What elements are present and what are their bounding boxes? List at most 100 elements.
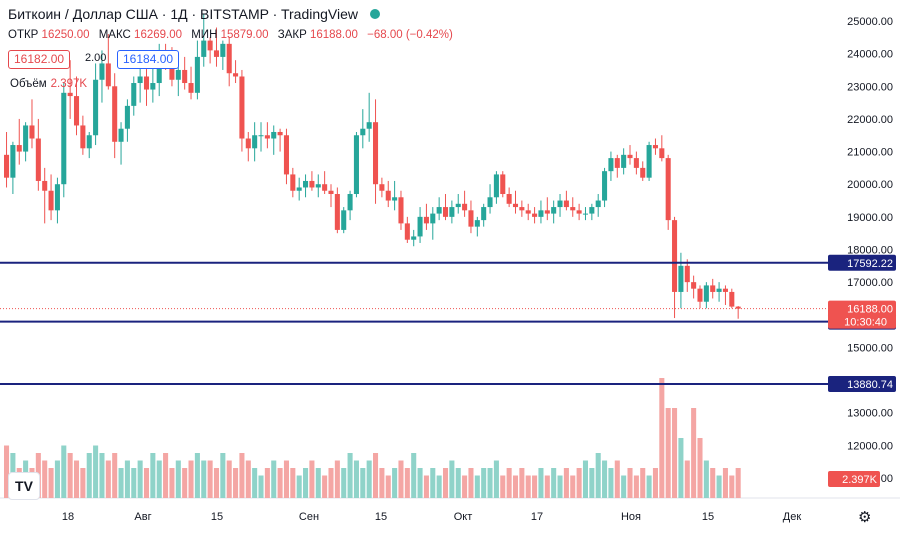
ohlc-legend: ОТКР 16250.00 МАКС 16269.00 МИН 15879.00… bbox=[8, 29, 459, 41]
volume-legend: Объём 2.397K bbox=[10, 78, 87, 90]
volume-bar bbox=[652, 468, 658, 498]
volume-bar bbox=[163, 453, 169, 498]
candle-body bbox=[716, 288, 722, 292]
candle-body bbox=[722, 288, 728, 292]
volume-bar bbox=[392, 468, 398, 498]
volume-bar bbox=[455, 468, 461, 498]
volume-bar bbox=[493, 460, 499, 498]
volume-bar bbox=[697, 438, 703, 498]
volume-value: 2.397K bbox=[50, 78, 88, 90]
candle-body bbox=[150, 83, 156, 90]
candle-body bbox=[175, 69, 181, 80]
candle-body bbox=[105, 63, 111, 87]
volume-bar bbox=[360, 468, 366, 498]
volume-bar bbox=[481, 468, 487, 498]
candle-body bbox=[315, 184, 321, 188]
volume-bar bbox=[61, 445, 67, 498]
volume-bar bbox=[563, 468, 569, 498]
volume-bar bbox=[73, 460, 80, 498]
price-tick-label: 13000.00 bbox=[847, 408, 893, 420]
candle-body bbox=[436, 207, 442, 214]
volume-bar bbox=[735, 468, 741, 498]
price-tick-label: 20000.00 bbox=[847, 179, 893, 191]
volume-bar bbox=[640, 468, 646, 498]
candle-body bbox=[271, 131, 277, 139]
time-tick-label: 15 bbox=[702, 511, 714, 523]
candle-body bbox=[61, 92, 67, 185]
candle-body bbox=[29, 125, 35, 139]
volume-bar bbox=[42, 460, 48, 498]
candle-body bbox=[86, 135, 92, 149]
candle-body bbox=[481, 207, 487, 221]
candle-body bbox=[99, 63, 105, 80]
volume-bar bbox=[309, 460, 315, 498]
price-tick-label: 24000.00 bbox=[847, 49, 893, 61]
volume-bar bbox=[519, 468, 525, 498]
volume-bar bbox=[233, 468, 239, 498]
candle-body bbox=[538, 210, 544, 217]
time-tick-label: Ноя bbox=[621, 511, 641, 523]
open-label: ОТКР bbox=[8, 29, 39, 41]
gear-icon[interactable]: ⚙ bbox=[858, 509, 872, 526]
time-tick-label: Сен bbox=[299, 511, 319, 523]
volume-bar bbox=[512, 475, 519, 498]
countdown-label: 10:30:40 bbox=[844, 317, 887, 329]
symbol-title[interactable]: Биткоин / Доллар США · 1Д · BITSTAMP · T… bbox=[8, 6, 358, 22]
candle-body bbox=[570, 207, 576, 211]
candle-body bbox=[640, 167, 646, 178]
volume-bar bbox=[143, 468, 150, 498]
volume-bar bbox=[614, 460, 620, 498]
volume-bar bbox=[80, 468, 86, 498]
candle-body bbox=[366, 122, 372, 129]
candle-body bbox=[576, 210, 582, 214]
volume-bar bbox=[633, 475, 639, 498]
volume-bar bbox=[220, 453, 226, 498]
volume-bar bbox=[150, 453, 156, 498]
volume-bar bbox=[290, 468, 296, 498]
candle-body bbox=[710, 285, 716, 292]
candle-body bbox=[188, 83, 194, 93]
volume-bar bbox=[557, 475, 563, 498]
candle-body bbox=[290, 174, 296, 191]
candle-body bbox=[16, 145, 22, 152]
candle-body bbox=[557, 200, 563, 208]
candle-body bbox=[233, 73, 239, 77]
volume-bar bbox=[379, 468, 385, 498]
volume-bar bbox=[271, 460, 277, 498]
price-axis[interactable] bbox=[828, 0, 900, 498]
candle-body bbox=[691, 282, 697, 289]
time-tick-label: 15 bbox=[375, 511, 387, 523]
candle-body bbox=[309, 180, 315, 188]
volume-bar bbox=[602, 460, 608, 498]
volume-bar bbox=[188, 460, 194, 498]
candle-body bbox=[602, 171, 608, 201]
sell-button[interactable]: 16182.00 bbox=[8, 50, 71, 69]
volume-bar bbox=[582, 460, 589, 498]
candle-body bbox=[194, 56, 200, 93]
volume-bar bbox=[621, 475, 627, 498]
candle-body bbox=[245, 138, 251, 149]
candle-body bbox=[672, 220, 678, 292]
volume-bar bbox=[48, 468, 54, 498]
time-tick-label: Авг bbox=[134, 511, 151, 523]
candle-body bbox=[379, 184, 385, 191]
volume-label: Объём bbox=[10, 78, 47, 90]
volume-bar bbox=[608, 468, 614, 498]
candle-body bbox=[697, 288, 703, 302]
candle-body bbox=[169, 63, 175, 80]
volume-bar bbox=[538, 468, 544, 498]
volume-bar bbox=[589, 468, 595, 498]
price-tick-label: 18000.00 bbox=[847, 245, 893, 257]
buy-button[interactable]: 16184.00 bbox=[117, 50, 180, 69]
volume-bar bbox=[112, 453, 118, 498]
tradingview-logo-icon[interactable]: TV bbox=[8, 472, 40, 500]
candle-body bbox=[385, 190, 391, 201]
volume-bar bbox=[430, 468, 436, 498]
candle-body bbox=[665, 158, 671, 221]
candle-body bbox=[347, 194, 353, 211]
candle-body bbox=[468, 210, 474, 227]
candle-body bbox=[646, 145, 652, 178]
volume-bar bbox=[283, 460, 289, 498]
